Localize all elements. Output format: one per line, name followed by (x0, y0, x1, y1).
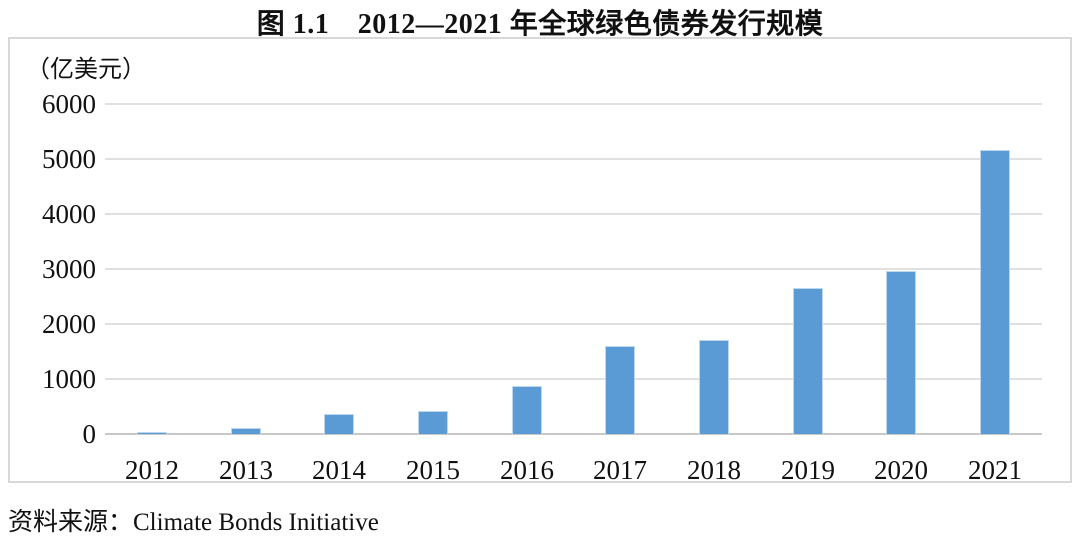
y-axis-unit-label: （亿美元） (26, 57, 146, 83)
x-axis-tick-label: 2016 (500, 455, 554, 485)
x-axis-tick-label: 2018 (687, 455, 741, 485)
y-axis-tick-label: 2000 (42, 309, 96, 339)
gridline (105, 268, 1042, 270)
x-axis-tick-label: 2014 (312, 455, 366, 485)
bar-2021 (980, 150, 1010, 434)
y-axis-tick-label: 3000 (42, 254, 96, 284)
gridline (105, 378, 1042, 380)
gridline (105, 323, 1042, 325)
x-axis-tick-label: 2012 (125, 455, 179, 485)
y-axis-tick-label: 0 (82, 419, 97, 449)
bar-2014 (324, 414, 354, 434)
x-axis-tick-label: 2017 (593, 455, 647, 485)
y-axis-tick-label: 6000 (42, 89, 96, 119)
bar-2015 (418, 411, 448, 434)
y-axis-tick-label: 4000 (42, 199, 96, 229)
bar-2018 (699, 340, 729, 434)
x-axis-tick-label: 2019 (781, 455, 835, 485)
x-axis-line (105, 433, 1042, 435)
source-note: 资料来源：Climate Bonds Initiative (8, 509, 379, 536)
y-axis-tick-label: 1000 (42, 364, 96, 394)
x-axis-tick-label: 2013 (219, 455, 273, 485)
chart-area: （亿美元） 0 1000 2000 3000 4000 5000 6000 2012 2013 2… (8, 37, 1072, 485)
y-axis-tick-label: 5000 (42, 144, 96, 174)
bar-2020 (886, 271, 916, 434)
bar-2013 (231, 428, 261, 434)
x-axis-tick-label: 2015 (406, 455, 460, 485)
bar-2016 (512, 386, 542, 434)
gridline (105, 158, 1042, 160)
x-axis-tick-label: 2021 (968, 455, 1022, 485)
x-axis-tick-label: 2020 (874, 455, 928, 485)
bar-2019 (793, 288, 823, 434)
gridline (105, 103, 1042, 105)
gridline (105, 213, 1042, 215)
bar-2017 (605, 346, 635, 434)
chart-title: 图 1.1 2012—2021 年全球绿色债券发行规模 (256, 9, 824, 40)
bar-2012 (137, 432, 167, 434)
